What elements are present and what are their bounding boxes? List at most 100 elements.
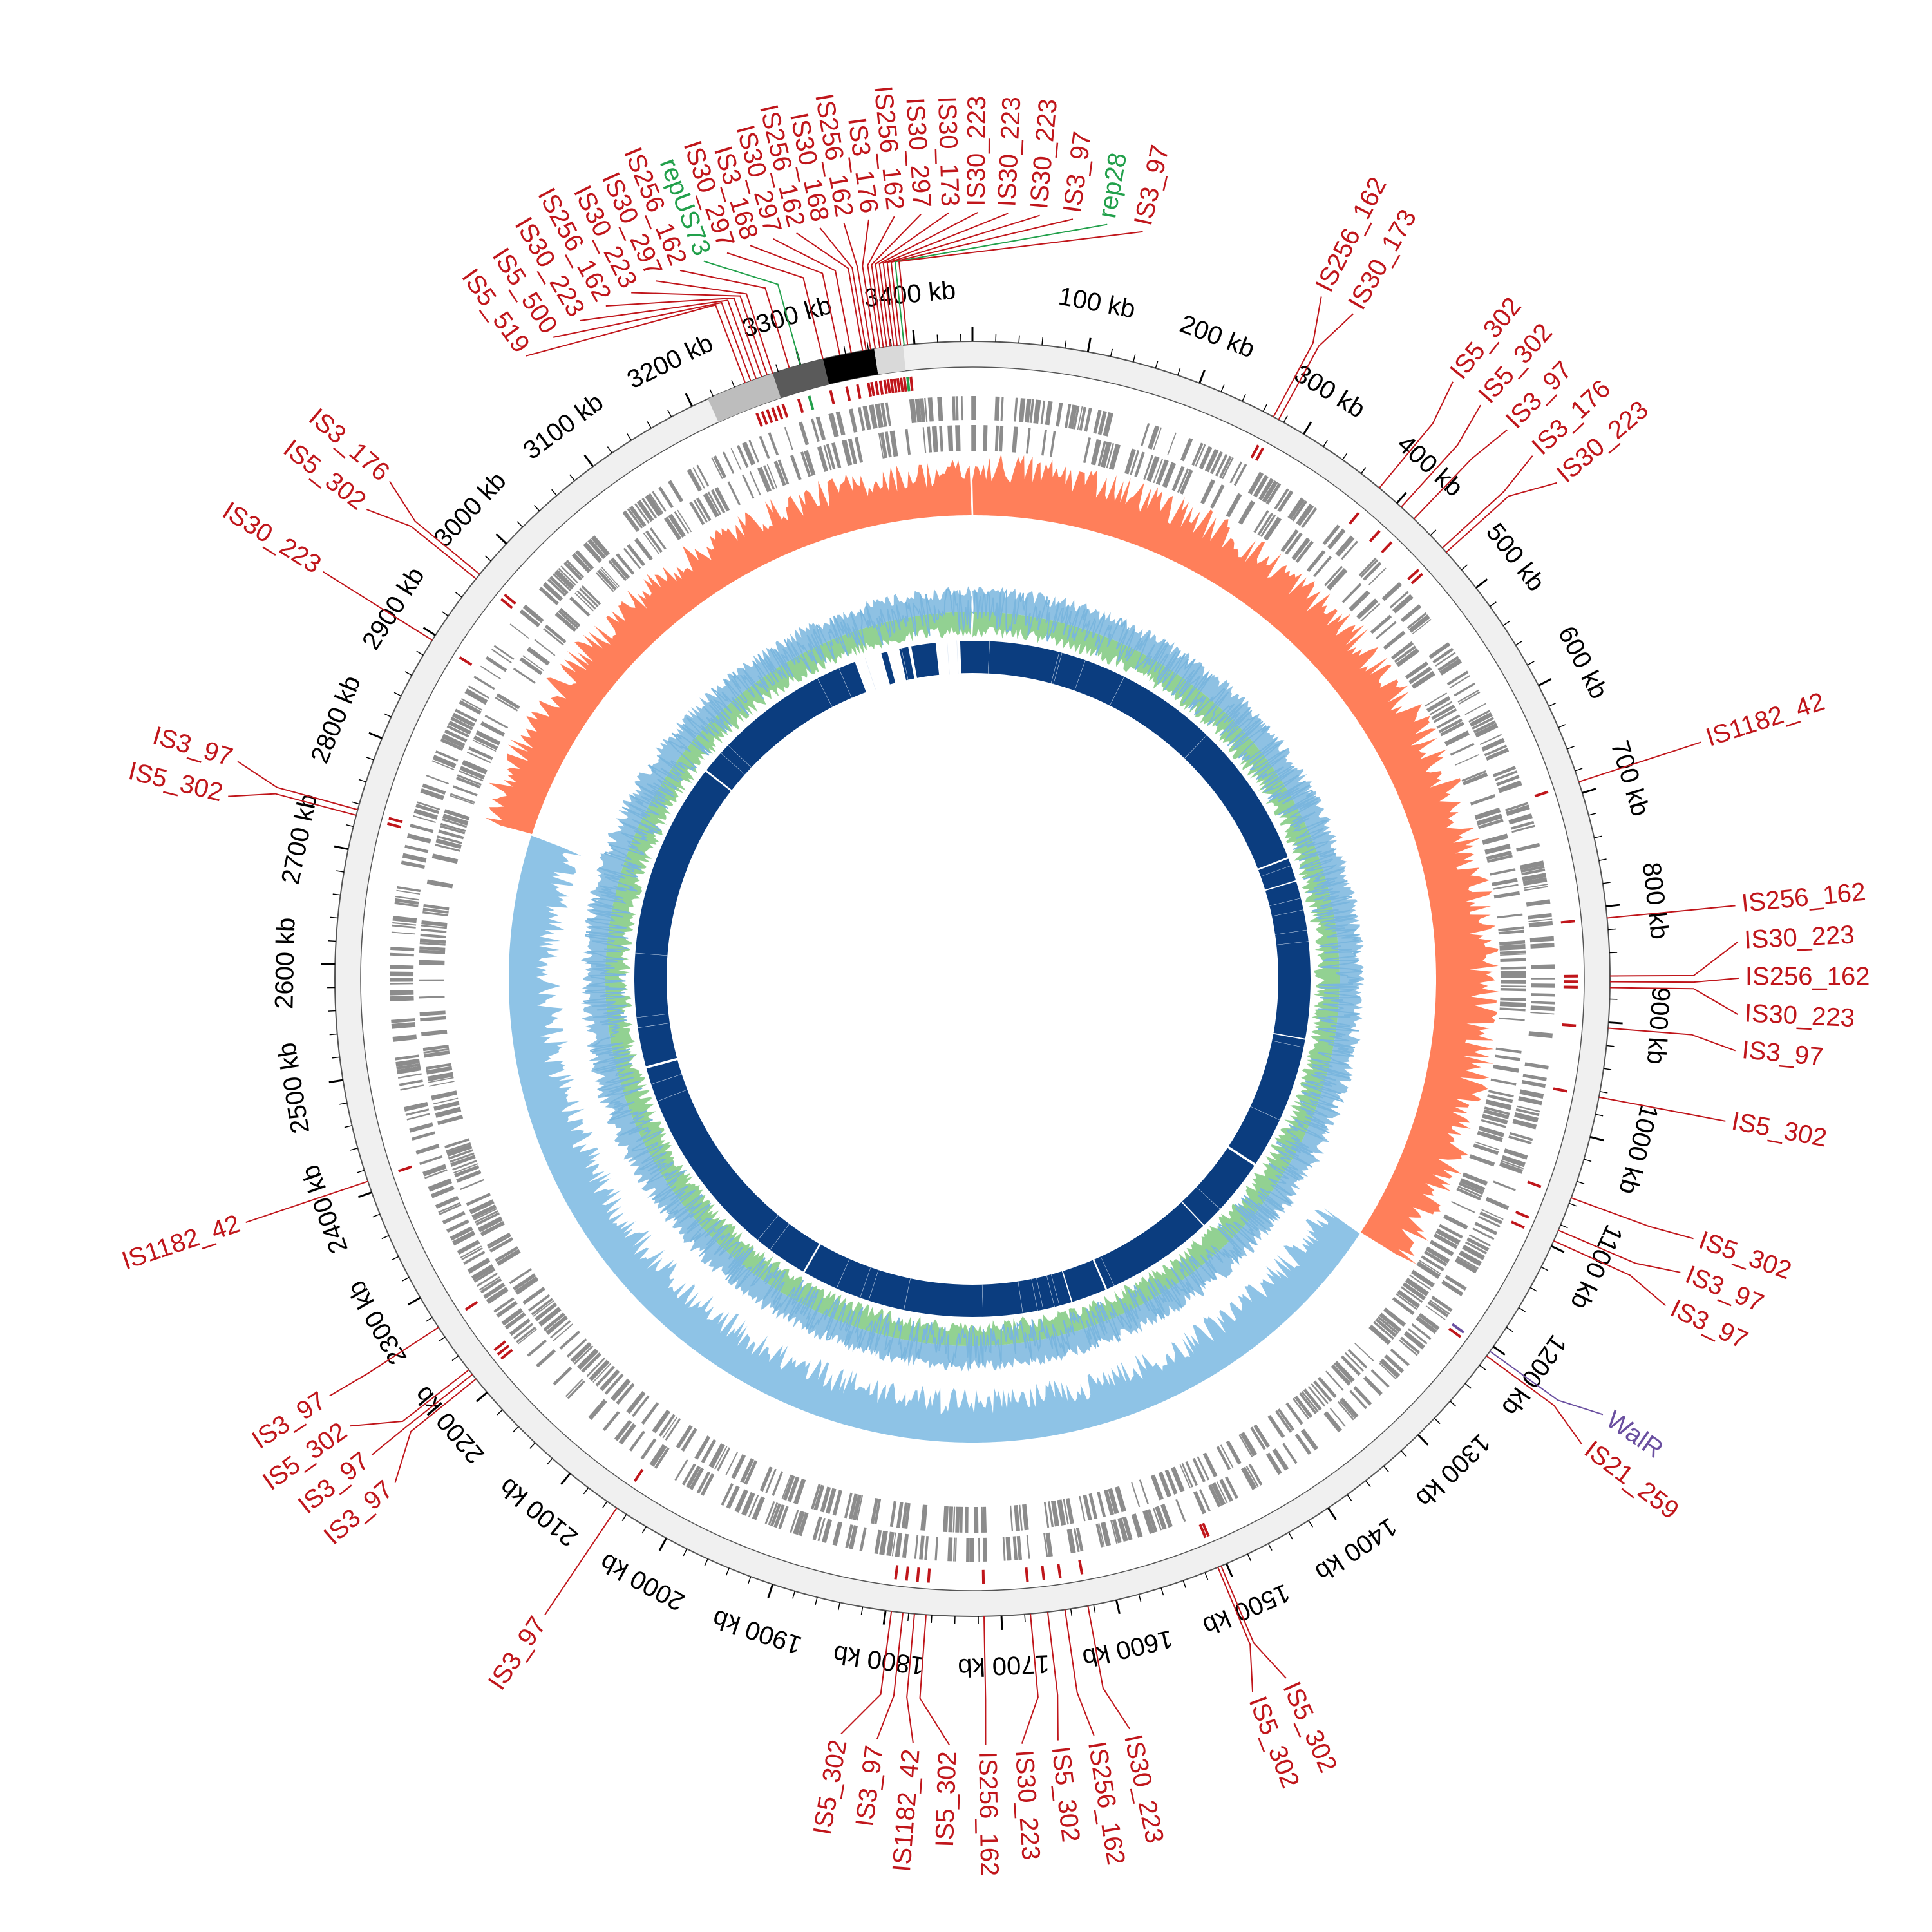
- gene-reverse: [473, 1208, 498, 1221]
- gene-reverse: [466, 1193, 491, 1206]
- is-element-mark: [1025, 1567, 1029, 1582]
- gene-forward: [1079, 406, 1087, 431]
- annotation-leader: [1578, 741, 1702, 783]
- homology-gap: [1262, 879, 1300, 892]
- gene-reverse: [652, 1409, 671, 1434]
- gene-forward: [692, 467, 705, 489]
- minor-tick: [725, 1567, 730, 1576]
- gene-forward: [924, 1536, 929, 1560]
- gene-reverse: [559, 1331, 580, 1350]
- gene-forward: [442, 1211, 466, 1225]
- gene-forward: [1479, 1211, 1503, 1224]
- gene-reverse: [731, 1454, 746, 1479]
- homology-break: [650, 1074, 683, 1085]
- gene-forward: [396, 889, 421, 895]
- gene-forward: [480, 665, 502, 680]
- gene-forward: [1097, 411, 1107, 435]
- homology-break: [1184, 734, 1208, 759]
- minor-tick: [1160, 1587, 1164, 1596]
- gene-forward: [1457, 689, 1479, 703]
- gene-forward: [1141, 422, 1150, 447]
- gene-forward: [1339, 1399, 1356, 1419]
- tick-label: 200 kb: [1176, 310, 1258, 364]
- gene-reverse: [1088, 1493, 1098, 1519]
- gene-forward: [1418, 1312, 1440, 1331]
- gene-forward: [402, 853, 427, 863]
- gene-forward: [790, 1510, 799, 1533]
- gene-forward: [764, 1501, 775, 1524]
- gene-reverse: [1499, 940, 1526, 946]
- annotation-leader: [394, 1378, 477, 1483]
- gene-reverse: [1500, 966, 1526, 970]
- gene-forward: [464, 688, 488, 705]
- gene-reverse: [1226, 1440, 1242, 1465]
- gene-reverse: [727, 481, 741, 506]
- gene-forward: [1219, 1479, 1233, 1502]
- gene-forward: [1528, 918, 1553, 922]
- gene-reverse: [1162, 462, 1177, 488]
- gene-reverse: [905, 428, 911, 455]
- annotation-leader: [245, 1180, 368, 1223]
- gene-reverse: [475, 1212, 500, 1226]
- gene-reverse: [689, 501, 705, 526]
- gene-forward: [1531, 993, 1555, 997]
- gene-forward: [961, 396, 963, 421]
- minor-tick: [1110, 348, 1113, 357]
- gene-reverse: [696, 497, 712, 522]
- gene-reverse: [1410, 1269, 1435, 1288]
- gene-reverse: [473, 735, 498, 750]
- gene-forward: [509, 1318, 531, 1336]
- gene-reverse: [431, 853, 459, 864]
- is-element-mark: [781, 403, 789, 418]
- gene-reverse: [1474, 807, 1501, 820]
- gene-reverse: [1106, 443, 1115, 469]
- gene-forward: [493, 645, 515, 660]
- gene-forward: [401, 860, 426, 869]
- gene-forward: [415, 1144, 440, 1155]
- minor-tick: [393, 692, 402, 697]
- minor-tick: [1341, 453, 1348, 460]
- gene-forward: [1521, 868, 1546, 876]
- minor-tick: [1502, 621, 1510, 627]
- gene-forward: [558, 567, 576, 586]
- gene-forward: [412, 1131, 436, 1141]
- gene-forward: [1454, 682, 1475, 697]
- gene-forward: [460, 1245, 482, 1258]
- gene-forward: [1253, 475, 1269, 498]
- gene-forward: [448, 721, 471, 735]
- annotation-leader: [679, 270, 790, 369]
- gene-reverse: [1079, 1495, 1086, 1522]
- gene-reverse: [422, 1045, 450, 1052]
- gene-reverse: [1469, 1154, 1495, 1167]
- annotation-leader: [1220, 1566, 1287, 1679]
- gene-forward: [1131, 1513, 1143, 1538]
- gene-reverse: [1438, 718, 1463, 734]
- gene-forward: [1204, 448, 1219, 473]
- minor-tick: [496, 1409, 503, 1416]
- homology-break: [868, 1269, 879, 1302]
- gene-reverse: [1104, 1489, 1115, 1515]
- gene-reverse: [1253, 509, 1269, 533]
- gene-forward: [1033, 399, 1041, 424]
- gene-forward: [862, 405, 871, 430]
- annotation-leader: [1571, 1197, 1694, 1240]
- minor-tick: [1577, 1180, 1585, 1185]
- gene-forward: [1462, 1244, 1486, 1260]
- is-element-mark: [771, 407, 779, 422]
- gene-reverse: [1026, 428, 1031, 454]
- is-element-mark: [493, 1340, 507, 1352]
- gene-forward: [832, 1521, 843, 1546]
- gene-forward: [422, 1164, 447, 1177]
- gene-forward: [1265, 482, 1282, 505]
- gene-forward: [1073, 405, 1080, 430]
- gene-reverse: [1294, 1396, 1313, 1418]
- gene-reverse: [450, 793, 475, 804]
- gene-reverse: [717, 1447, 731, 1472]
- gene-reverse: [740, 1458, 755, 1484]
- gene-forward: [1508, 1135, 1532, 1145]
- gene-reverse: [423, 904, 450, 911]
- gene-forward: [914, 1535, 919, 1559]
- gene-reverse: [616, 1383, 635, 1405]
- gene-forward: [549, 576, 569, 595]
- gene-reverse: [460, 1179, 485, 1191]
